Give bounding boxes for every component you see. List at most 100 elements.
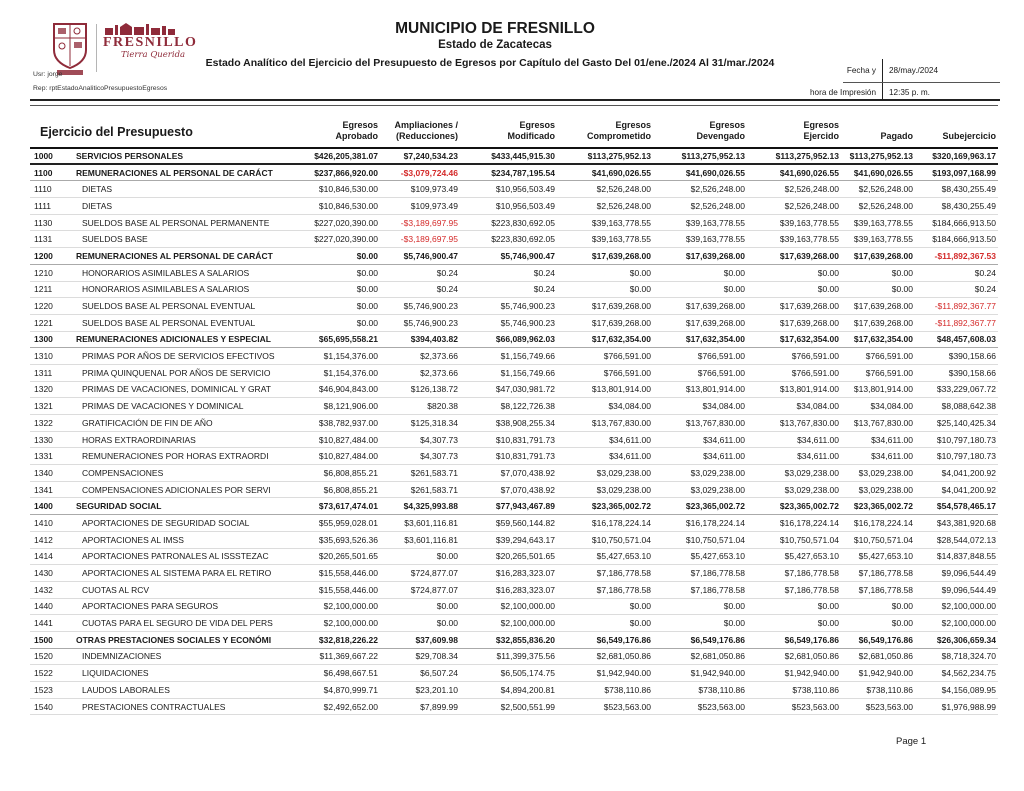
- cell-value: $766,591.00: [653, 364, 747, 382]
- cell-value: $223,830,692.05: [460, 230, 557, 249]
- cell-value: $523,563.00: [841, 698, 915, 716]
- cell-value: $2,526,248.00: [841, 197, 915, 215]
- row-label: SUELDOS BASE AL PERSONAL PERMANENTE: [70, 214, 308, 232]
- cell-value: $73,617,474.01: [308, 497, 380, 516]
- cell-value: $10,750,571.04: [747, 531, 841, 549]
- cell-value: $23,365,002.72: [747, 497, 841, 516]
- cell-value: $5,746,900.47: [380, 247, 460, 265]
- cell-value: $10,750,571.04: [557, 531, 653, 549]
- row-label: GRATIFICACIÓN DE FIN DE AÑO: [70, 414, 308, 432]
- cell-value: $10,750,571.04: [653, 531, 747, 549]
- cell-value: $34,611.00: [557, 431, 653, 449]
- cell-value: $7,070,438.92: [460, 464, 557, 482]
- cell-value: $5,746,900.47: [460, 247, 557, 265]
- cell-value: $34,611.00: [747, 431, 841, 449]
- cell-value: $41,690,026.55: [653, 164, 747, 182]
- cell-value: $26,306,659.34: [915, 631, 998, 649]
- row-code: 1340: [30, 464, 70, 482]
- cell-value: $34,611.00: [653, 431, 747, 449]
- table-row: 1100 REMUNERACIONES AL PERSONAL DE CARÁCT…: [30, 164, 998, 182]
- cell-value: $39,163,778.55: [557, 230, 653, 249]
- cell-value: $17,639,268.00: [653, 314, 747, 332]
- logo-wordmark: FRESNILLO Tierra Querida: [103, 22, 197, 60]
- cell-value: $34,611.00: [557, 447, 653, 466]
- time-label: hora de Impresión: [810, 88, 876, 97]
- cell-value: $17,639,268.00: [841, 247, 915, 265]
- cell-value: $4,041,200.92: [915, 464, 998, 482]
- municipality-logo: FRESNILLO Tierra Querida: [50, 22, 240, 82]
- row-label: LAUDOS LABORALES: [70, 681, 308, 699]
- cell-value: $17,639,268.00: [747, 297, 841, 315]
- row-label: APORTACIONES AL SISTEMA PARA EL RETIRO: [70, 564, 308, 582]
- cell-value: $0.00: [557, 281, 653, 299]
- cell-value: $5,746,900.23: [380, 297, 460, 315]
- cell-value: $223,830,692.05: [460, 214, 557, 232]
- cell-value: $2,100,000.00: [308, 598, 380, 616]
- cell-value: $17,639,268.00: [747, 314, 841, 332]
- row-code: 1500: [30, 631, 70, 649]
- cell-value: $39,163,778.55: [747, 230, 841, 249]
- row-label: DIETAS: [70, 180, 308, 199]
- cell-value: $4,562,234.75: [915, 664, 998, 682]
- date-label: Fecha y: [846, 66, 876, 75]
- cell-value: $2,681,050.86: [557, 648, 653, 666]
- cell-value: -$3,189,697.95: [380, 230, 460, 249]
- cell-value: $7,186,778.58: [653, 564, 747, 582]
- row-label: COMPENSACIONES ADICIONALES POR SERVI: [70, 481, 308, 499]
- cell-value: $0.24: [460, 264, 557, 282]
- cell-value: $48,457,608.03: [915, 331, 998, 349]
- cell-value: $1,154,376.00: [308, 364, 380, 382]
- datebox-horizontal-divider: [843, 82, 1000, 83]
- cell-value: $7,240,534.23: [380, 147, 460, 166]
- row-code: 1321: [30, 397, 70, 415]
- table-row: 1311 PRIMA QUINQUENAL POR AÑOS DE SERVICI…: [30, 364, 998, 382]
- cell-value: -$3,189,697.95: [380, 214, 460, 232]
- table-row: 1341 COMPENSACIONES ADICIONALES POR SERVI…: [30, 481, 998, 499]
- cell-value: $820.38: [380, 397, 460, 415]
- cell-value: $0.00: [653, 614, 747, 632]
- cell-value: $43,381,920.68: [915, 514, 998, 532]
- cell-value: $6,549,176.86: [557, 631, 653, 649]
- buildings-icon: [105, 23, 175, 35]
- cell-value: $0.00: [380, 598, 460, 616]
- row-code: 1341: [30, 481, 70, 499]
- table-row: 1522 LIQUIDACIONES $6,498,667.51 $6,507.24 $…: [30, 664, 998, 682]
- cell-value: $2,373.66: [380, 347, 460, 365]
- cell-value: $126,138.72: [380, 381, 460, 399]
- cell-value: $2,681,050.86: [841, 648, 915, 666]
- cell-value: $523,563.00: [557, 698, 653, 716]
- page-subtitle-state: Estado de Zacatecas: [438, 39, 552, 51]
- cell-value: $1,942,940.00: [841, 664, 915, 682]
- cell-value: $39,163,778.55: [841, 230, 915, 249]
- cell-value: $13,767,830.00: [747, 414, 841, 432]
- table-row: 1441 CUOTAS PARA EL SEGURO DE VIDA DEL PE…: [30, 614, 998, 632]
- cell-value: $10,827,484.00: [308, 447, 380, 466]
- cell-value: $433,445,915.30: [460, 147, 557, 166]
- cell-value: $1,156,749.66: [460, 347, 557, 365]
- cell-value: $0.00: [841, 614, 915, 632]
- cell-value: $39,163,778.55: [841, 214, 915, 232]
- cell-value: $10,831,791.73: [460, 447, 557, 466]
- table-row: 1130 SUELDOS BASE AL PERSONAL PERMANENTE $…: [30, 214, 998, 232]
- row-code: 1200: [30, 247, 70, 265]
- cell-value: $738,110.86: [841, 681, 915, 699]
- row-label: HORAS EXTRAORDINARIAS: [70, 431, 308, 449]
- cell-value: $17,639,268.00: [653, 247, 747, 265]
- row-code: 1310: [30, 347, 70, 365]
- cell-value: $7,186,778.58: [841, 581, 915, 599]
- row-label: REMUNERACIONES AL PERSONAL DE CARÁCT: [70, 247, 308, 265]
- cell-value: $184,666,913.50: [915, 214, 998, 232]
- cell-value: $34,611.00: [747, 447, 841, 466]
- cell-value: $9,096,544.49: [915, 581, 998, 599]
- cell-value: $7,186,778.58: [747, 581, 841, 599]
- cell-value: $7,186,778.58: [841, 564, 915, 582]
- cell-value: $0.00: [841, 281, 915, 299]
- table-row: 1300 REMUNERACIONES ADICIONALES Y ESPECIA…: [30, 331, 998, 349]
- cell-value: $0.24: [915, 281, 998, 299]
- cell-value: $11,369,667.22: [308, 648, 380, 666]
- cell-value: $2,373.66: [380, 364, 460, 382]
- cell-value: $10,956,503.49: [460, 197, 557, 215]
- row-code: 1000: [30, 147, 70, 166]
- cell-value: $29,708.34: [380, 648, 460, 666]
- table-row: 1000 SERVICIOS PERSONALES $426,205,381.07 $…: [30, 147, 998, 166]
